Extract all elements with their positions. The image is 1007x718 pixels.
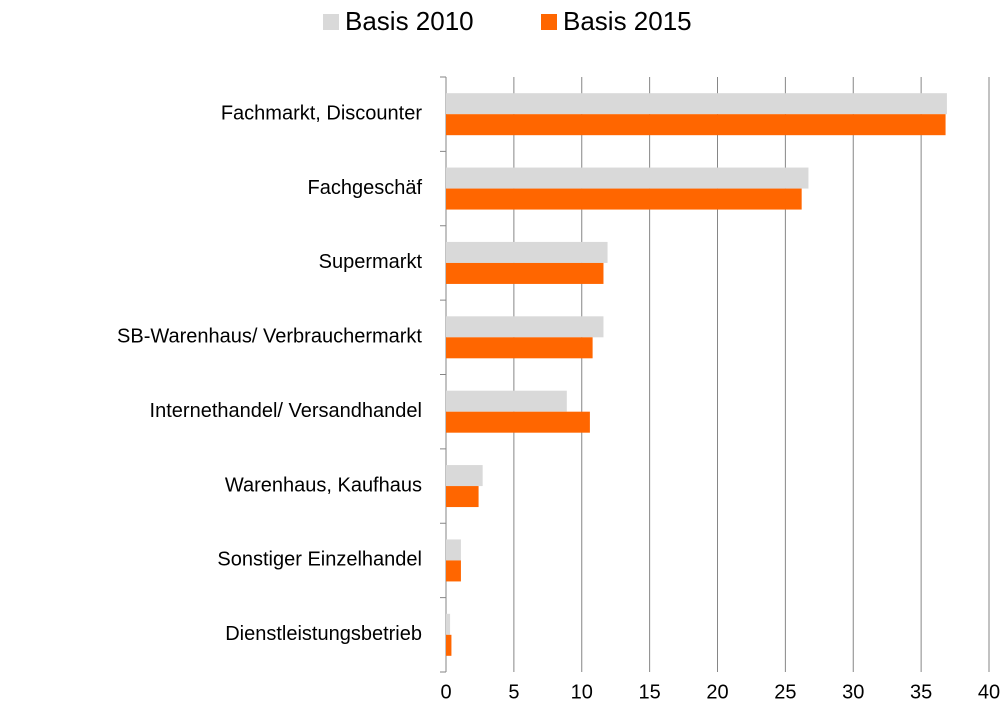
bar [446, 262, 604, 284]
bar [446, 560, 461, 582]
bar [446, 539, 461, 561]
legend-swatch [541, 14, 557, 30]
y-tick-label: SB-Warenhaus/ Verbrauchermarkt [117, 326, 422, 348]
bar [446, 337, 593, 359]
x-tick-label: 30 [842, 681, 864, 703]
y-tick-label: Sonstiger Einzelhandel [217, 549, 422, 571]
x-tick-label: 10 [571, 681, 593, 703]
x-tick-label: 0 [440, 681, 451, 703]
legend-swatch [323, 14, 339, 30]
x-tick-label: 25 [774, 681, 796, 703]
bar [446, 114, 946, 136]
bar [446, 93, 947, 115]
x-tick-label: 40 [978, 681, 1000, 703]
x-tick-label: 5 [508, 681, 519, 703]
legend-label: Basis 2010 [345, 6, 474, 36]
y-tick-label: Fachgeschäf [307, 177, 422, 199]
bar [446, 390, 567, 412]
bar [446, 167, 809, 189]
y-tick-label: Warenhaus, Kaufhaus [225, 474, 422, 496]
x-tick-label: 35 [910, 681, 932, 703]
y-tick-label: Dienstleistungsbetrieb [225, 623, 422, 645]
legend-label: Basis 2015 [563, 6, 692, 36]
bar [446, 188, 802, 210]
bar [446, 634, 452, 656]
bar [446, 316, 604, 338]
y-tick-label: Fachmarkt, Discounter [221, 102, 423, 124]
x-tick-label: 20 [706, 681, 728, 703]
y-tick-label: Supermarkt [319, 251, 423, 273]
x-tick-label: 15 [639, 681, 661, 703]
y-tick-label: Internethandel/ Versandhandel [150, 400, 422, 422]
bar [446, 411, 590, 433]
bar [446, 613, 451, 635]
bar [446, 241, 608, 263]
bar [446, 465, 483, 487]
bar [446, 486, 479, 508]
